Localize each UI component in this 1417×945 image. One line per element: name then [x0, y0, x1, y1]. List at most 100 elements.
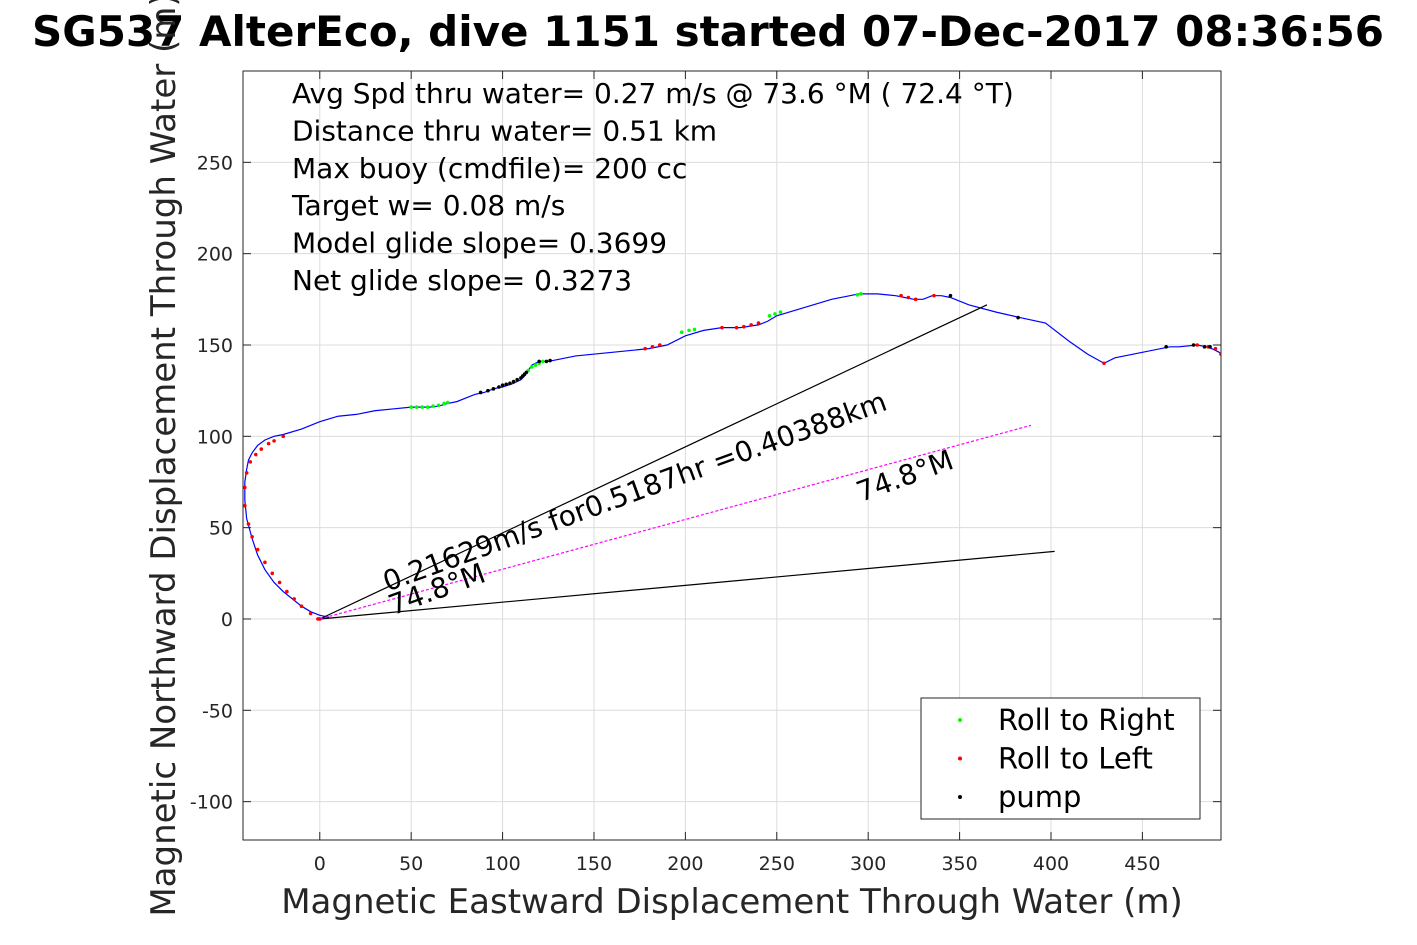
- data-point: [1208, 345, 1212, 349]
- y-tick-label: 250: [197, 152, 233, 174]
- data-point: [773, 312, 777, 316]
- info-text-block: Avg Spd thru water= 0.27 m/s @ 73.6 °M (…: [291, 77, 1014, 297]
- data-point: [243, 485, 247, 490]
- data-point: [530, 365, 534, 369]
- data-point: [859, 292, 863, 296]
- data-point: [720, 325, 724, 330]
- data-point: [500, 383, 505, 387]
- data-point: [906, 295, 911, 300]
- data-point: [687, 328, 691, 333]
- data-point: [544, 359, 549, 364]
- x-axis-label: Magnetic Eastward Displacement Through W…: [281, 882, 1183, 922]
- x-tick-label: 0: [314, 853, 326, 875]
- series-points-roll-to-right: [409, 292, 863, 409]
- data-point: [855, 292, 860, 297]
- data-point: [491, 387, 496, 391]
- data-point: [270, 571, 275, 576]
- y-tick-label: 150: [197, 335, 233, 357]
- data-point: [524, 370, 529, 375]
- data-point: [692, 327, 697, 332]
- data-point: [756, 321, 761, 325]
- legend: Roll to Right Roll to Left pump: [920, 697, 1201, 820]
- info-line: Distance thru water= 0.51 km: [292, 114, 717, 147]
- data-point: [734, 325, 739, 330]
- data-point: [308, 611, 313, 616]
- data-point: [1102, 361, 1106, 366]
- data-point: [515, 377, 520, 382]
- legend-entry: pump: [998, 780, 1081, 814]
- y-axis-label: Magnetic Northward Displacement Through …: [144, 0, 184, 917]
- series-line-0: [244, 293, 1221, 620]
- data-point: [679, 330, 684, 335]
- data-point: [431, 404, 435, 408]
- data-point: [246, 522, 251, 526]
- series-layer: [243, 292, 1221, 621]
- data-point: [277, 580, 282, 585]
- data-point: [767, 313, 772, 318]
- x-tick-label: 400: [1033, 853, 1069, 875]
- legend-marker: [958, 756, 962, 761]
- data-point: [899, 293, 903, 298]
- y-tick-label: 50: [209, 518, 233, 540]
- data-point: [445, 400, 450, 405]
- data-point: [414, 405, 419, 409]
- legend-entry: Roll to Left: [998, 742, 1153, 776]
- chart-title: SG537 AlterEco, dive 1151 started 07-Dec…: [32, 7, 1384, 56]
- x-tick-label: 450: [1124, 853, 1160, 875]
- info-line: Net glide slope= 0.3273: [292, 264, 632, 297]
- data-point: [281, 434, 286, 439]
- x-tick-label: 100: [484, 853, 520, 875]
- data-point: [255, 547, 260, 552]
- data-point: [259, 447, 264, 451]
- data-point: [316, 617, 320, 621]
- data-point: [778, 310, 783, 314]
- data-point: [253, 452, 258, 457]
- info-line: Avg Spd thru water= 0.27 m/s @ 73.6 °M (…: [292, 77, 1014, 110]
- series-line-5: [319, 550, 1055, 620]
- data-point: [436, 403, 441, 408]
- data-point: [1191, 343, 1196, 347]
- data-point: [504, 382, 509, 387]
- x-tick-label: 200: [667, 853, 703, 875]
- series-line-4: [319, 304, 988, 620]
- plot-frame: [242, 70, 1222, 841]
- y-tick-label: 100: [197, 426, 233, 448]
- x-tick-label: 300: [850, 853, 886, 875]
- legend-marker: [958, 795, 962, 799]
- legend-marker: [958, 718, 962, 722]
- data-point: [932, 293, 936, 298]
- info-line: Max buoy (cmdfile)= 200 cc: [292, 152, 687, 185]
- data-point: [1213, 346, 1218, 351]
- data-point: [442, 401, 446, 406]
- data-point: [263, 560, 267, 565]
- info-line: Target w= 0.08 m/s: [291, 189, 565, 222]
- data-point: [243, 503, 247, 508]
- data-point: [548, 358, 552, 363]
- legend-entry: Roll to Right: [998, 703, 1175, 737]
- info-line: Model glide slope= 0.3699: [292, 227, 667, 260]
- data-point: [1016, 315, 1020, 320]
- data-point: [540, 359, 545, 364]
- legend-box: [920, 697, 1201, 820]
- data-point: [244, 471, 249, 475]
- x-tick-label: 350: [941, 853, 977, 875]
- data-point: [1195, 343, 1200, 347]
- x-tick-label: 50: [399, 853, 423, 875]
- y-tick-label: 200: [197, 244, 233, 266]
- data-point: [948, 293, 953, 298]
- data-point: [250, 534, 254, 539]
- data-point: [272, 439, 276, 443]
- x-tick-label: 250: [759, 853, 795, 875]
- data-point: [657, 343, 662, 347]
- data-point: [292, 597, 296, 601]
- data-point: [248, 460, 253, 464]
- data-point: [486, 388, 490, 393]
- y-tick-label: -100: [190, 792, 233, 814]
- axis-ticks: 0 50 100 150 200 250 300 350 400 450 -100 -50 0 50 100…: [190, 71, 1221, 875]
- data-point: [511, 379, 516, 384]
- data-point: [266, 441, 271, 446]
- series-line-6: [319, 424, 1032, 620]
- data-point: [478, 390, 483, 395]
- x-tick-label: 150: [576, 853, 612, 875]
